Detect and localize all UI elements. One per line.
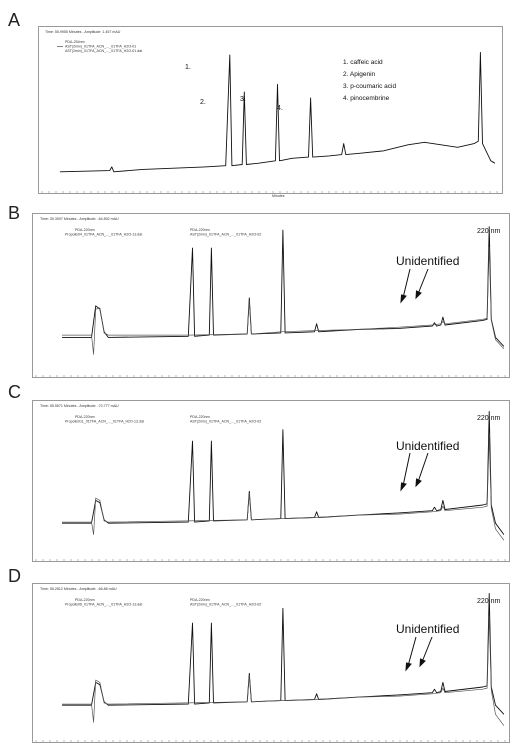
legend-a-line-1: PDA-254nm xyxy=(65,40,85,44)
trace-a-1 xyxy=(59,52,496,173)
legend-d-col2-line2: AST(2mix)_01TFA_ACN_..._01TFA_H2O-02 xyxy=(190,603,261,607)
legend-c-col1-line2: Propolis011_01TFA_ACN_..._01TFA_H2O-13.d… xyxy=(65,420,144,424)
arrowhead-c-2 xyxy=(415,478,422,488)
status-line-d: Time: 55.2812 Minutes - Amplitude: -66.8… xyxy=(40,587,117,591)
arrowhead-b-1 xyxy=(400,294,407,304)
chromatogram-frame-a xyxy=(38,26,503,194)
compound-1: 1. caffeic acid xyxy=(343,59,383,66)
legend-b-col1-line2: Propolis04_01TFA_ACN_..._01TFA_H2O-13.da… xyxy=(65,233,142,237)
peak-label-2: 2. xyxy=(200,99,206,106)
legend-b-col2-line2: AST(2mix)_01TFA_ACN_..._01TFA_H2O-02 xyxy=(190,233,261,237)
annotation-unidentified-d: Unidentified xyxy=(396,622,459,636)
status-line-c: Time: 55.5571 Minutes - Amplitude: -70.7… xyxy=(40,404,119,408)
legend-a-line-3: AST(2mix)_01TFA_ACN_..._01TFA_H2O-01.dat xyxy=(65,49,142,53)
trace-d-2 xyxy=(62,615,505,726)
legend-d-col2-line1: PDA-220nm xyxy=(190,598,210,602)
peak-label-1: 1. xyxy=(185,64,191,71)
trace-d-1 xyxy=(62,593,505,715)
compound-4: 4. pinocembrine xyxy=(343,95,390,102)
arrow-d-1 xyxy=(407,636,417,667)
chromatogram-frame-b xyxy=(32,213,510,378)
legend-d-col1-line1: PDA-220nm xyxy=(75,598,95,602)
annotation-unidentified-b: Unidentified xyxy=(396,254,459,268)
arrowhead-b-2 xyxy=(415,290,422,300)
legend-b-col2-line1: PDA-220nm xyxy=(190,228,210,232)
x-axis-label-a: Minutes xyxy=(272,194,285,198)
status-line-b: Time: 30.3097 Minutes - Amplitude: -64.8… xyxy=(40,217,119,221)
panel-letter-d: D xyxy=(8,566,21,586)
arrowhead-d-1 xyxy=(405,662,412,672)
chromatogram-frame-c xyxy=(32,400,510,562)
trace-c-1 xyxy=(62,411,505,535)
peak-label-3: 3. xyxy=(240,96,246,103)
arrowhead-c-1 xyxy=(400,482,407,492)
panel-letter-b: B xyxy=(8,203,21,223)
chromatogram-frame-d xyxy=(32,583,510,743)
legend-b-col1-line1: PDA-220nm xyxy=(75,228,95,232)
arrow-c-2 xyxy=(417,452,429,483)
trace-b-1 xyxy=(62,226,505,347)
arrow-d-2 xyxy=(421,636,433,663)
panel-letter-a: A xyxy=(8,10,21,30)
chromatogram-traces xyxy=(59,52,505,726)
compound-2: 2. Apigenin xyxy=(343,71,376,78)
arrow-c-1 xyxy=(402,452,411,487)
trace-b-2 xyxy=(62,246,505,355)
compound-3: 3. p-coumaric acid xyxy=(343,83,396,90)
arrowhead-d-2 xyxy=(419,658,426,668)
axis-ticks xyxy=(35,191,506,742)
panel-letter-c: C xyxy=(8,382,21,402)
legend-c-col1-line1: PDA-220nm xyxy=(75,415,95,419)
legend-c-col2-line1: PDA-220nm xyxy=(190,415,210,419)
arrow-b-1 xyxy=(402,268,411,299)
legend-a-line-2: AST(2mix)_01TFA_ACN_..._01TFA_H2O-01 xyxy=(65,45,136,49)
legend-d-col1-line2: Propolis06_01TFA_ACN_..._01TFA_H2O-13.da… xyxy=(65,603,142,607)
arrow-b-2 xyxy=(417,268,429,295)
trace-c-2 xyxy=(62,437,505,541)
peak-label-4: 4. xyxy=(277,105,283,112)
annotation-unidentified-c: Unidentified xyxy=(396,439,459,453)
legend-c-col2-line2: AST(2mix)_01TFA_ACN_..._01TFA_H2O-02 xyxy=(190,420,261,424)
status-line-a: Time: 55.9955 Minutes - Amplitude: 1.457… xyxy=(45,30,121,34)
